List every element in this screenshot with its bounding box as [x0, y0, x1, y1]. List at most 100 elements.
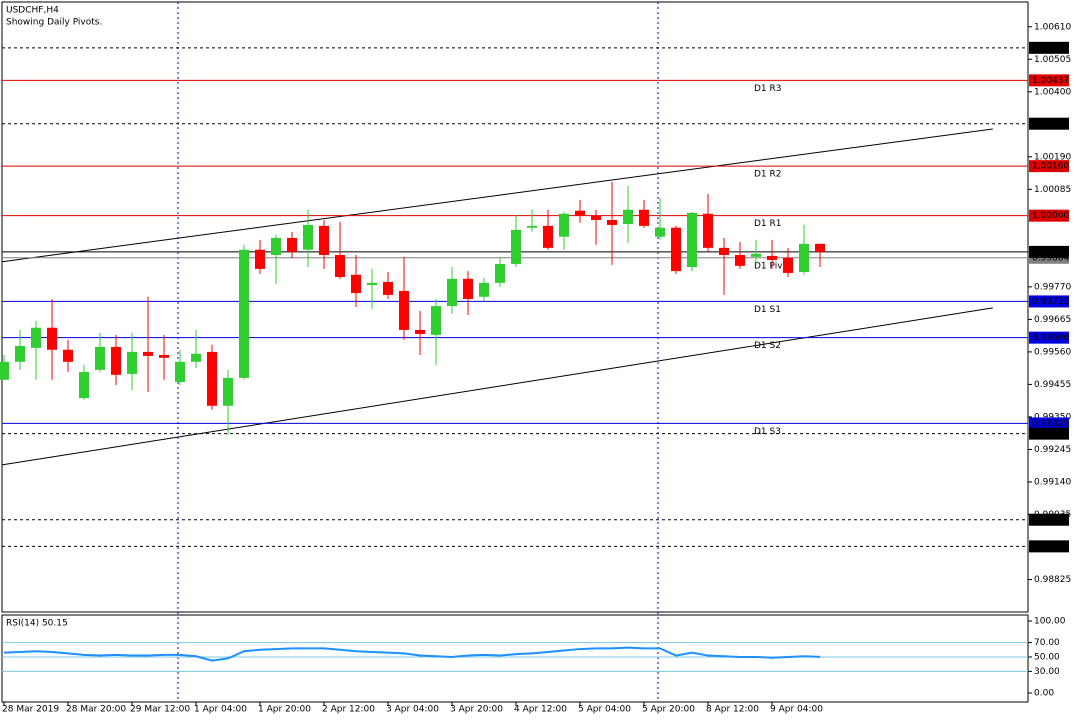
candle-body	[799, 243, 809, 273]
candle-body	[47, 327, 57, 350]
candle-body	[367, 282, 377, 286]
candle-body	[271, 237, 281, 255]
price-box-label: 1.00160	[1032, 162, 1069, 172]
candle-body	[351, 274, 361, 294]
x-tick-label: 9 Apr 04:00	[770, 705, 823, 715]
price-box-label: 1.00000	[1032, 211, 1069, 221]
candle-body	[463, 278, 473, 299]
candle-body	[655, 227, 665, 237]
candle-body	[95, 346, 105, 370]
price-box-label: 0.98932	[1032, 542, 1069, 552]
candle-body	[703, 213, 713, 248]
y-tick-label: 1.00190	[1034, 152, 1071, 162]
price-box-label: 0.99018	[1032, 515, 1069, 525]
price-box-label: 0.99329	[1032, 419, 1069, 429]
y-tick-label: 0.99665	[1034, 315, 1071, 325]
candle-body	[239, 249, 249, 378]
level-name: D1 S2	[754, 341, 781, 351]
candle-body	[639, 209, 649, 226]
x-tick-label: 28 Mar 2019	[2, 705, 59, 715]
candle-body	[79, 372, 89, 399]
price-box-label: 0.99296	[1032, 429, 1069, 439]
candle-body	[767, 255, 777, 260]
chart-title: USDCHF,H4	[6, 6, 59, 16]
price-box	[1029, 540, 1069, 553]
price-box-label: 0.99606	[1032, 333, 1069, 343]
candle-body	[815, 243, 825, 252]
candle-body	[191, 353, 201, 362]
candle-body	[399, 290, 409, 330]
x-tick-label: 29 Mar 12:00	[130, 705, 190, 715]
y-tick-label: 100.00	[1034, 616, 1066, 626]
price-box-label: 1.00542	[1032, 43, 1069, 53]
candle-body	[31, 327, 41, 348]
y-tick-label: 0.99350	[1034, 412, 1071, 422]
level-name: D1 R3	[754, 84, 782, 94]
price-box-label: 0.99723	[1032, 297, 1069, 307]
level-name: D1 R1	[754, 219, 782, 229]
candle-body	[719, 247, 729, 255]
price-box	[1029, 209, 1069, 222]
price-box-label: 0.99864	[1032, 253, 1069, 263]
candle-body	[607, 219, 617, 225]
y-tick-label: 0.98825	[1034, 575, 1071, 585]
y-tick-label: 0.99140	[1034, 477, 1071, 487]
candle-body	[143, 351, 153, 356]
y-tick-label: 70.00	[1034, 638, 1060, 648]
candle-body	[495, 263, 505, 283]
x-tick-label: 3 Apr 20:00	[450, 705, 503, 715]
trendline	[1, 307, 993, 466]
candle-body	[591, 215, 601, 220]
candle-body	[319, 225, 329, 255]
candle-body	[575, 210, 585, 216]
x-tick-label: 5 Apr 20:00	[642, 705, 695, 715]
candle-body	[783, 257, 793, 273]
candle-body	[287, 237, 297, 252]
y-tick-label: 1.00085	[1034, 185, 1071, 195]
candle-body	[63, 349, 73, 362]
price-box	[1029, 245, 1069, 258]
rsi-line	[3, 646, 821, 662]
y-tick-label: 0.99770	[1034, 282, 1071, 292]
x-tick-label: 4 Apr 12:00	[514, 705, 567, 715]
candle-body	[111, 346, 121, 375]
main-panel	[1, 1, 1029, 613]
rsi-title: RSI(14) 50.15	[6, 619, 68, 629]
candle-body	[175, 361, 185, 382]
x-tick-label: 1 Apr 20:00	[258, 705, 311, 715]
candle-body	[447, 278, 457, 307]
price-box	[1029, 160, 1069, 173]
candle-body	[255, 249, 265, 269]
y-tick-label: 0.99245	[1034, 445, 1071, 455]
price-box-label: 0.99883	[1032, 247, 1069, 257]
candle-body	[415, 329, 425, 334]
candle-body	[127, 351, 137, 374]
x-tick-label: 28 Mar 20:00	[66, 705, 126, 715]
y-tick-label: 0.99560	[1034, 347, 1071, 357]
price-box	[1029, 513, 1069, 526]
candle-body	[623, 209, 633, 225]
y-tick-label: 1.00610	[1034, 22, 1071, 32]
candle-body	[735, 254, 745, 266]
candle-body	[671, 227, 681, 272]
level-name: D1 S3	[754, 427, 781, 437]
y-tick-label: 0.99455	[1034, 380, 1071, 390]
y-tick-label: 30.00	[1034, 667, 1060, 677]
price-box-label: 1.00437	[1032, 76, 1069, 86]
price-box	[1029, 74, 1069, 87]
x-tick-label: 8 Apr 12:00	[706, 705, 759, 715]
price-box	[1029, 331, 1069, 344]
price-box	[1029, 295, 1069, 308]
trendline	[1, 128, 993, 263]
x-tick-label: 5 Apr 04:00	[578, 705, 631, 715]
candle-body	[335, 254, 345, 277]
x-tick-label: 3 Apr 04:00	[386, 705, 439, 715]
candle-body	[559, 213, 569, 237]
candle-body	[431, 306, 441, 335]
candle-body	[159, 354, 169, 358]
candle-body	[303, 224, 313, 250]
y-tick-label: 1.00505	[1034, 55, 1071, 65]
price-box	[1029, 117, 1069, 130]
candle-body	[223, 377, 233, 406]
